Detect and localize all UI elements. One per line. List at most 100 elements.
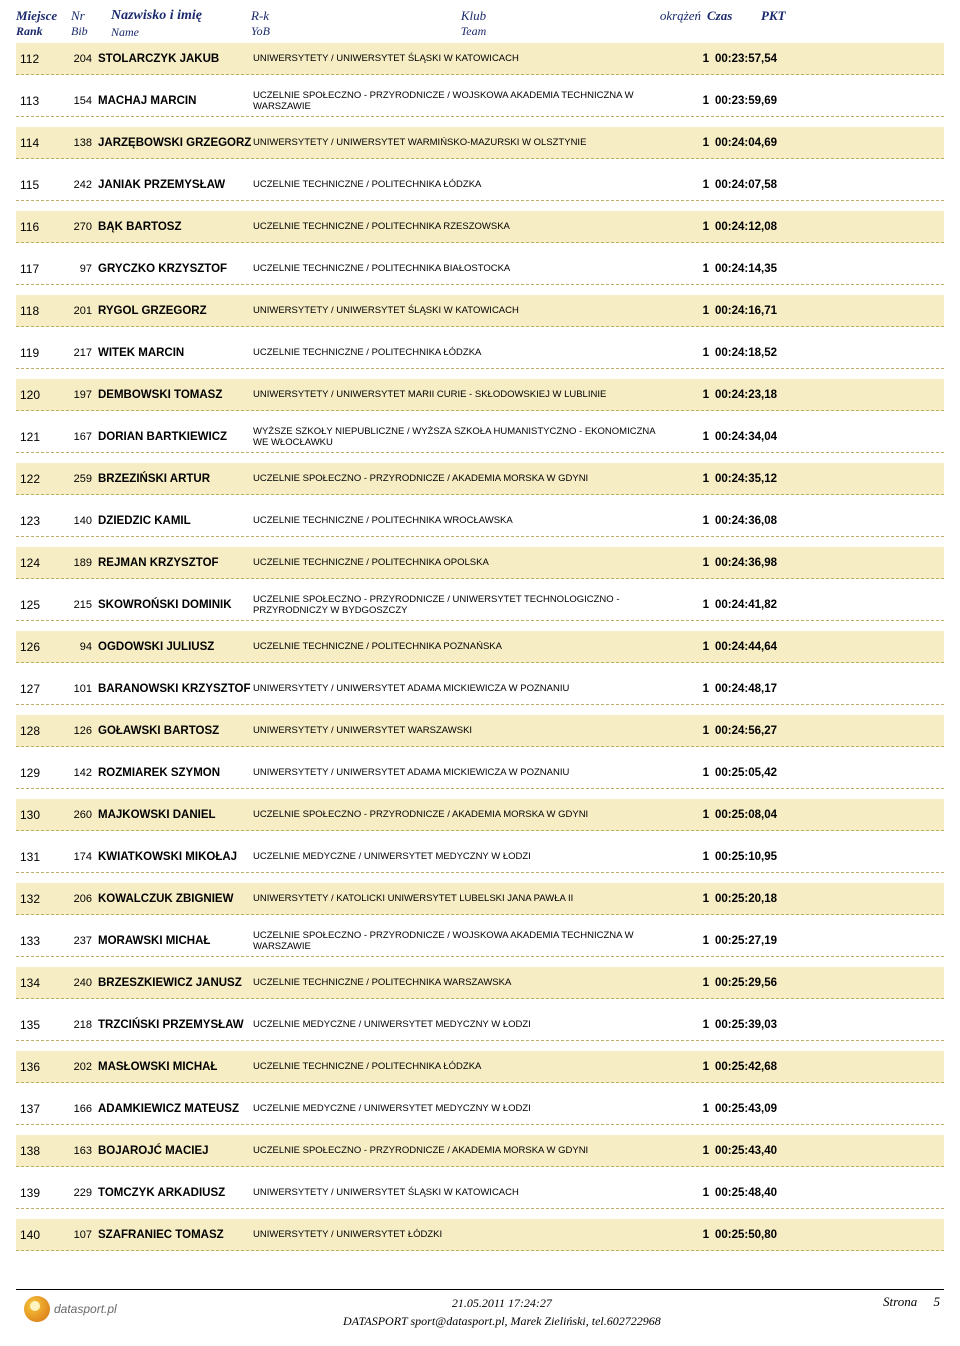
cell-laps: 1 — [667, 389, 715, 401]
cell-rank: 112 — [20, 52, 58, 66]
header-name-sub: Name — [111, 25, 251, 39]
cell-club: UCZELNIE TECHNICZNE / POLITECHNIKA POZNA… — [253, 641, 667, 652]
row-spacer — [16, 117, 944, 127]
cell-laps: 1 — [667, 1103, 715, 1115]
row-spacer — [16, 747, 944, 757]
cell-rank: 113 — [20, 94, 58, 108]
cell-bib: 142 — [58, 767, 98, 779]
cell-rank: 117 — [20, 262, 58, 276]
cell-laps: 1 — [667, 305, 715, 317]
cell-rank: 115 — [20, 178, 58, 192]
cell-bib: 259 — [58, 473, 98, 485]
cell-name: MACHAJ MARCIN — [98, 95, 253, 107]
cell-bib: 101 — [58, 683, 98, 695]
cell-name: MAJKOWSKI DANIEL — [98, 809, 253, 821]
cell-club: UCZELNIE SPOŁECZNO - PRZYRODNICZE / WOJS… — [253, 90, 667, 112]
cell-time: 00:25:50,80 — [715, 1229, 795, 1241]
cell-rank: 130 — [20, 808, 58, 822]
cell-time: 00:23:57,54 — [715, 53, 795, 65]
header-yob: YoB — [251, 24, 301, 38]
cell-laps: 1 — [667, 473, 715, 485]
cell-name: GRYCZKO KRZYSZTOF — [98, 263, 253, 275]
result-row: 11797GRYCZKO KRZYSZTOFUCZELNIE TECHNICZN… — [16, 253, 944, 285]
header-czas: Czas — [707, 8, 761, 24]
cell-club: UCZELNIE TECHNICZNE / POLITECHNIKA WROCŁ… — [253, 515, 667, 526]
cell-rank: 126 — [20, 640, 58, 654]
cell-time: 00:25:48,40 — [715, 1187, 795, 1199]
row-spacer — [16, 243, 944, 253]
cell-name: JANIAK PRZEMYSŁAW — [98, 179, 253, 191]
cell-name: STOLARCZYK JAKUB — [98, 53, 253, 65]
cell-club: UCZELNIE TECHNICZNE / POLITECHNIKA ŁÓDZK… — [253, 1061, 667, 1072]
cell-club: UNIWERSYTETY / UNIWERSYTET ŚLĄSKI W KATO… — [253, 53, 667, 64]
cell-rank: 135 — [20, 1018, 58, 1032]
cell-club: UCZELNIE TECHNICZNE / POLITECHNIKA RZESZ… — [253, 221, 667, 232]
cell-laps: 1 — [667, 935, 715, 947]
result-row: 112204STOLARCZYK JAKUBUNIWERSYTETY / UNI… — [16, 43, 944, 75]
result-row: 139229TOMCZYK ARKADIUSZUNIWERSYTETY / UN… — [16, 1177, 944, 1209]
footer-timestamp: 21.05.2011 17:24:27 — [121, 1294, 883, 1312]
cell-time: 00:24:18,52 — [715, 347, 795, 359]
row-spacer — [16, 1083, 944, 1093]
result-row: 124189REJMAN KRZYSZTOFUCZELNIE TECHNICZN… — [16, 547, 944, 579]
cell-laps: 1 — [667, 851, 715, 863]
cell-club: UCZELNIE SPOŁECZNO - PRZYRODNICZE / AKAD… — [253, 473, 667, 484]
header-okr: okrążeń — [646, 8, 701, 24]
cell-laps: 1 — [667, 1061, 715, 1073]
cell-time: 00:24:34,04 — [715, 431, 795, 443]
cell-bib: 94 — [58, 641, 98, 653]
result-row: 136202MASŁOWSKI MICHAŁUCZELNIE TECHNICZN… — [16, 1051, 944, 1083]
cell-laps: 1 — [667, 767, 715, 779]
cell-club: UCZELNIE MEDYCZNE / UNIWERSYTET MEDYCZNY… — [253, 1103, 667, 1114]
cell-name: TOMCZYK ARKADIUSZ — [98, 1187, 253, 1199]
cell-rank: 121 — [20, 430, 58, 444]
cell-name: TRZCIŃSKI PRZEMYSŁAW — [98, 1019, 253, 1031]
row-spacer — [16, 75, 944, 85]
cell-name: ROZMIAREK SZYMON — [98, 767, 253, 779]
cell-bib: 138 — [58, 137, 98, 149]
cell-laps: 1 — [667, 1019, 715, 1031]
row-spacer — [16, 369, 944, 379]
cell-laps: 1 — [667, 515, 715, 527]
cell-bib: 97 — [58, 263, 98, 275]
cell-time: 00:24:36,08 — [715, 515, 795, 527]
cell-rank: 129 — [20, 766, 58, 780]
row-spacer — [16, 999, 944, 1009]
cell-name: KWIATKOWSKI MIKOŁAJ — [98, 851, 253, 863]
cell-laps: 1 — [667, 809, 715, 821]
result-row: 114138JARZĘBOWSKI GRZEGORZUNIWERSYTETY /… — [16, 127, 944, 159]
row-spacer — [16, 159, 944, 169]
cell-name: DZIEDZIC KAMIL — [98, 515, 253, 527]
cell-rank: 133 — [20, 934, 58, 948]
row-spacer — [16, 1209, 944, 1219]
logo-text: datasport.pl — [54, 1302, 117, 1316]
result-row: 127101BARANOWSKI KRZYSZTOFUNIWERSYTETY /… — [16, 673, 944, 705]
footer: datasport.pl 21.05.2011 17:24:27 DATASPO… — [16, 1294, 944, 1330]
cell-time: 00:24:35,12 — [715, 473, 795, 485]
row-spacer — [16, 789, 944, 799]
cell-rank: 125 — [20, 598, 58, 612]
cell-time: 00:24:36,98 — [715, 557, 795, 569]
header-rank: Rank — [16, 24, 71, 38]
cell-club: UNIWERSYTETY / UNIWERSYTET MARII CURIE -… — [253, 389, 667, 400]
result-row: 121167DORIAN BARTKIEWICZWYŻSZE SZKOŁY NI… — [16, 421, 944, 453]
cell-club: WYŻSZE SZKOŁY NIEPUBLICZNE / WYŻSZA SZKO… — [253, 426, 667, 448]
cell-time: 00:25:42,68 — [715, 1061, 795, 1073]
result-row: 138163BOJAROJĆ MACIEJUCZELNIE SPOŁECZNO … — [16, 1135, 944, 1167]
cell-name: DEMBOWSKI TOMASZ — [98, 389, 253, 401]
cell-bib: 174 — [58, 851, 98, 863]
result-row: 116270BĄK BARTOSZUCZELNIE TECHNICZNE / P… — [16, 211, 944, 243]
row-spacer — [16, 621, 944, 631]
row-spacer — [16, 1041, 944, 1051]
cell-name: BARANOWSKI KRZYSZTOF — [98, 683, 253, 695]
cell-name: DORIAN BARTKIEWICZ — [98, 431, 253, 443]
table-header: Miejsce Rank Nr Bib Nazwisko i imię Name… — [16, 8, 944, 39]
cell-rank: 131 — [20, 850, 58, 864]
cell-name: ADAMKIEWICZ MATEUSZ — [98, 1103, 253, 1115]
cell-rank: 128 — [20, 724, 58, 738]
cell-time: 00:24:48,17 — [715, 683, 795, 695]
cell-laps: 1 — [667, 53, 715, 65]
cell-time: 00:25:10,95 — [715, 851, 795, 863]
cell-rank: 127 — [20, 682, 58, 696]
result-row: 129142ROZMIAREK SZYMONUNIWERSYTETY / UNI… — [16, 757, 944, 789]
